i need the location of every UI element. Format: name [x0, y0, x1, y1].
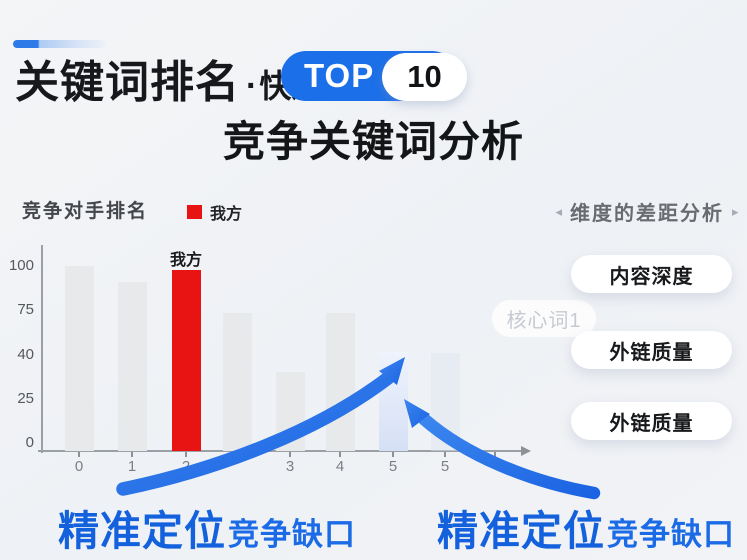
- chart-title: 竞争对手排名: [22, 201, 149, 222]
- callout-right: 精准定位 竞争缺口: [437, 497, 735, 557]
- bar: [430, 353, 460, 451]
- bar: [325, 312, 355, 451]
- callout-right-strong: 精准定位: [437, 508, 605, 554]
- bar: [222, 312, 252, 451]
- panel-header-label: 维度的差距分析: [570, 203, 724, 225]
- x-axis-tick-label: 4: [335, 458, 345, 475]
- page-subtitle: 竞争关键词分析: [223, 118, 525, 165]
- callout-left-rest: 竞争缺口: [228, 517, 356, 552]
- y-axis-tick-label: 75: [17, 301, 34, 319]
- y-axis-tick-label: 100: [8, 257, 34, 274]
- dimension-pill[interactable]: 外链质量: [571, 331, 732, 369]
- x-axis-arrowhead-icon: [521, 446, 531, 456]
- top-badge-number: 10: [382, 53, 467, 101]
- bar: [378, 352, 408, 451]
- x-axis-tick: [494, 452, 496, 457]
- bar: [117, 281, 147, 451]
- bar: [275, 372, 305, 451]
- x-axis-tick-label: 3: [285, 458, 295, 475]
- x-axis-tick: [236, 452, 238, 457]
- title-dot: ·: [246, 67, 258, 105]
- legend-label: 我方: [210, 206, 243, 223]
- caret-right-icon: ▸: [732, 203, 739, 219]
- x-axis-tick: [78, 452, 80, 457]
- x-axis-tick-label: 0: [74, 458, 84, 475]
- accent-progress-bar: [13, 40, 105, 48]
- bar: [171, 269, 201, 451]
- caret-left-icon: ◂: [555, 203, 562, 219]
- x-axis-tick: [131, 452, 133, 457]
- callout-left: 精准定位 竞争缺口: [58, 497, 356, 557]
- callout-right-rest: 竞争缺口: [607, 517, 735, 552]
- chart-legend: 我方: [187, 200, 242, 224]
- x-axis-tick-label: 1: [127, 458, 137, 475]
- y-axis-tick-label: 0: [25, 434, 34, 452]
- dimension-pill-list: 内容深度 外链质量 外链质量: [571, 0, 732, 560]
- dimension-pill[interactable]: 内容深度: [571, 255, 732, 293]
- y-axis-tick-label: 25: [17, 389, 34, 407]
- y-axis-line: [41, 245, 43, 453]
- x-axis-tick: [392, 452, 394, 457]
- ghost-keyword-tag: 核心词1: [492, 300, 596, 337]
- top10-badge: TOP 10: [281, 51, 469, 102]
- x-axis-tick: [185, 452, 187, 457]
- callout-left-strong: 精准定位: [58, 508, 226, 554]
- x-axis-tick-label: 5: [440, 458, 450, 475]
- x-axis-tick: [444, 452, 446, 457]
- panel-header: ◂ 维度的差距分析 ▸: [548, 197, 746, 226]
- bar: [64, 266, 94, 451]
- dimension-pill[interactable]: 外链质量: [571, 402, 732, 440]
- y-axis-tick-label: 40: [17, 345, 34, 363]
- title-main: 关键词排名: [15, 58, 240, 107]
- x-axis-tick-label: 2: [181, 458, 191, 475]
- legend-swatch: [187, 205, 202, 219]
- x-axis-tick: [289, 452, 291, 457]
- x-axis-tick-label: 5: [388, 458, 398, 475]
- x-axis-tick: [339, 452, 341, 457]
- top-badge-label: TOP: [304, 57, 375, 94]
- our-side-bar-label: 我方: [169, 251, 202, 269]
